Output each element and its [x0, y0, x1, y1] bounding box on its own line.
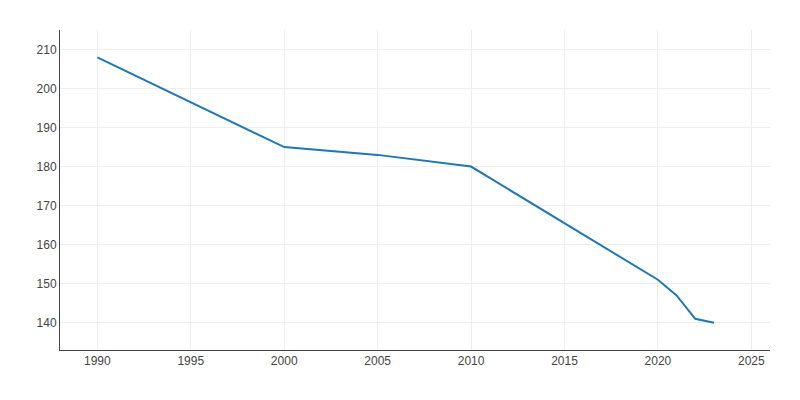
svg-text:2010: 2010: [458, 354, 485, 368]
svg-text:180: 180: [37, 160, 57, 174]
svg-text:2015: 2015: [551, 354, 578, 368]
svg-text:2000: 2000: [271, 354, 298, 368]
svg-text:1995: 1995: [177, 354, 204, 368]
svg-text:170: 170: [37, 199, 57, 213]
svg-text:160: 160: [37, 238, 57, 252]
svg-text:2005: 2005: [364, 354, 391, 368]
svg-text:2020: 2020: [645, 354, 672, 368]
svg-text:2025: 2025: [738, 354, 765, 368]
svg-text:190: 190: [37, 121, 57, 135]
svg-text:200: 200: [37, 82, 57, 96]
svg-text:150: 150: [37, 277, 57, 291]
svg-text:1990: 1990: [84, 354, 111, 368]
svg-text:210: 210: [37, 43, 57, 57]
svg-text:140: 140: [37, 316, 57, 330]
